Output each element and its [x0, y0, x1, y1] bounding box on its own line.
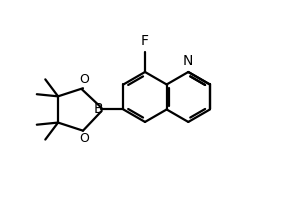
Text: F: F	[141, 34, 149, 48]
Text: B: B	[94, 103, 103, 116]
Text: O: O	[79, 73, 89, 86]
Text: O: O	[79, 132, 89, 145]
Text: N: N	[183, 54, 194, 68]
